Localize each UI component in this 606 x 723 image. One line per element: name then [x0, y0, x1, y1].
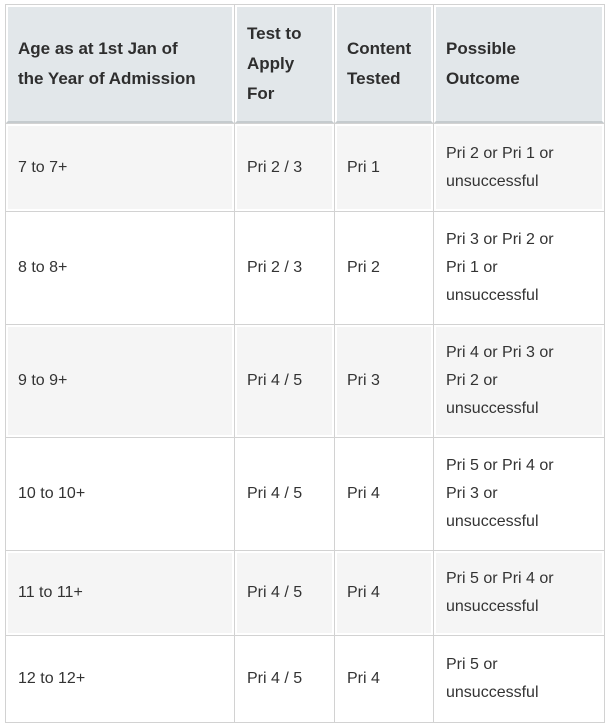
test-cell: Pri 4 / 5	[235, 438, 334, 550]
content-cell: Pri 1	[335, 124, 433, 211]
content-cell: Pri 4	[335, 551, 433, 635]
column-header-outcome: Possible Outcome	[434, 5, 604, 123]
table-row: 12 to 12+ Pri 4 / 5 Pri 4 Pri 5 or unsuc…	[6, 636, 604, 722]
header-row: Age as at 1st Jan of the Year of Admissi…	[6, 5, 604, 123]
outcome-cell: Pri 5 or Pri 4 or Pri 3 or unsuccessful	[434, 438, 604, 550]
test-cell: Pri 4 / 5	[235, 325, 334, 437]
outcome-cell: Pri 2 or Pri 1 or unsuccessful	[434, 124, 604, 211]
age-cell: 11 to 11+	[6, 551, 234, 635]
test-cell: Pri 4 / 5	[235, 551, 334, 635]
admission-age-test-table: Age as at 1st Jan of the Year of Admissi…	[5, 4, 605, 723]
column-header-content: Content Tested	[335, 5, 433, 123]
content-cell: Pri 4	[335, 438, 433, 550]
outcome-cell: Pri 5 or Pri 4 or unsuccessful	[434, 551, 604, 635]
content-cell: Pri 3	[335, 325, 433, 437]
table-row: 9 to 9+ Pri 4 / 5 Pri 3 Pri 4 or Pri 3 o…	[6, 325, 604, 437]
outcome-cell: Pri 4 or Pri 3 or Pri 2 or unsuccessful	[434, 325, 604, 437]
outcome-cell: Pri 5 or unsuccessful	[434, 636, 604, 722]
age-cell: 9 to 9+	[6, 325, 234, 437]
age-cell: 10 to 10+	[6, 438, 234, 550]
age-cell: 8 to 8+	[6, 212, 234, 324]
table-row: 10 to 10+ Pri 4 / 5 Pri 4 Pri 5 or Pri 4…	[6, 438, 604, 550]
table-row: 11 to 11+ Pri 4 / 5 Pri 4 Pri 5 or Pri 4…	[6, 551, 604, 635]
content-cell: Pri 4	[335, 636, 433, 722]
column-header-age: Age as at 1st Jan of the Year of Admissi…	[6, 5, 234, 123]
content-cell: Pri 2	[335, 212, 433, 324]
table-row: 8 to 8+ Pri 2 / 3 Pri 2 Pri 3 or Pri 2 o…	[6, 212, 604, 324]
age-cell: 7 to 7+	[6, 124, 234, 211]
test-cell: Pri 2 / 3	[235, 212, 334, 324]
table-row: 7 to 7+ Pri 2 / 3 Pri 1 Pri 2 or Pri 1 o…	[6, 124, 604, 211]
test-cell: Pri 4 / 5	[235, 636, 334, 722]
outcome-cell: Pri 3 or Pri 2 or Pri 1 or unsuccessful	[434, 212, 604, 324]
test-cell: Pri 2 / 3	[235, 124, 334, 211]
column-header-test: Test to Apply For	[235, 5, 334, 123]
age-cell: 12 to 12+	[6, 636, 234, 722]
